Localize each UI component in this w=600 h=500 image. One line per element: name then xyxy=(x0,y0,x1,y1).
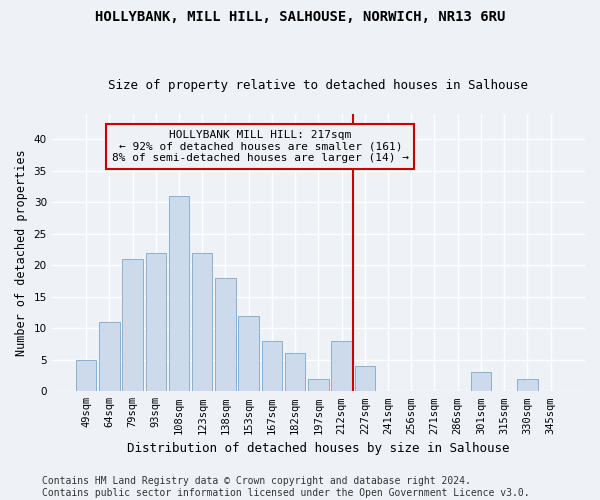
Text: Contains HM Land Registry data © Crown copyright and database right 2024.
Contai: Contains HM Land Registry data © Crown c… xyxy=(42,476,530,498)
Bar xyxy=(122,259,143,392)
Bar xyxy=(470,372,491,392)
Text: HOLLYBANK, MILL HILL, SALHOUSE, NORWICH, NR13 6RU: HOLLYBANK, MILL HILL, SALHOUSE, NORWICH,… xyxy=(95,10,505,24)
Bar xyxy=(517,378,538,392)
Bar xyxy=(146,252,166,392)
Y-axis label: Number of detached properties: Number of detached properties xyxy=(15,150,28,356)
Bar xyxy=(331,341,352,392)
Bar xyxy=(238,316,259,392)
Bar xyxy=(169,196,189,392)
Title: Size of property relative to detached houses in Salhouse: Size of property relative to detached ho… xyxy=(109,79,529,92)
Bar xyxy=(76,360,97,392)
Bar xyxy=(99,322,119,392)
Bar xyxy=(192,252,212,392)
Bar xyxy=(215,278,236,392)
Bar xyxy=(285,354,305,392)
Bar xyxy=(308,378,329,392)
X-axis label: Distribution of detached houses by size in Salhouse: Distribution of detached houses by size … xyxy=(127,442,509,455)
Bar xyxy=(262,341,282,392)
Text: HOLLYBANK MILL HILL: 217sqm
← 92% of detached houses are smaller (161)
8% of sem: HOLLYBANK MILL HILL: 217sqm ← 92% of det… xyxy=(112,130,409,163)
Bar xyxy=(355,366,375,392)
